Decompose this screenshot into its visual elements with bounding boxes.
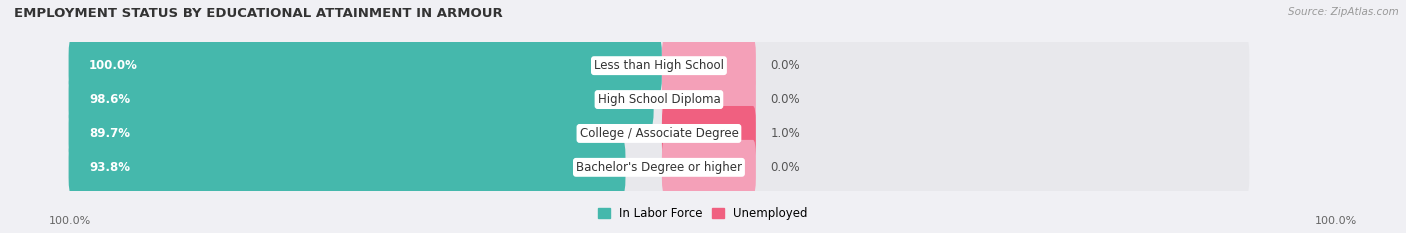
- Text: 100.0%: 100.0%: [49, 216, 91, 226]
- FancyBboxPatch shape: [662, 106, 756, 161]
- Text: Less than High School: Less than High School: [593, 59, 724, 72]
- Text: 93.8%: 93.8%: [89, 161, 131, 174]
- FancyBboxPatch shape: [69, 72, 1250, 127]
- FancyBboxPatch shape: [69, 38, 1250, 93]
- Legend: In Labor Force, Unemployed: In Labor Force, Unemployed: [593, 202, 813, 225]
- Text: High School Diploma: High School Diploma: [598, 93, 720, 106]
- FancyBboxPatch shape: [662, 140, 756, 195]
- Text: 0.0%: 0.0%: [770, 93, 800, 106]
- Text: College / Associate Degree: College / Associate Degree: [579, 127, 738, 140]
- Text: 89.7%: 89.7%: [89, 127, 131, 140]
- Text: 98.6%: 98.6%: [89, 93, 131, 106]
- FancyBboxPatch shape: [69, 140, 626, 195]
- Text: 100.0%: 100.0%: [1315, 216, 1357, 226]
- FancyBboxPatch shape: [69, 38, 662, 93]
- FancyBboxPatch shape: [662, 38, 756, 93]
- Text: 100.0%: 100.0%: [89, 59, 138, 72]
- FancyBboxPatch shape: [69, 106, 602, 161]
- Text: Bachelor's Degree or higher: Bachelor's Degree or higher: [576, 161, 742, 174]
- Text: 0.0%: 0.0%: [770, 161, 800, 174]
- Text: 0.0%: 0.0%: [770, 59, 800, 72]
- FancyBboxPatch shape: [69, 106, 1250, 161]
- FancyBboxPatch shape: [662, 72, 756, 127]
- Text: Source: ZipAtlas.com: Source: ZipAtlas.com: [1288, 7, 1399, 17]
- FancyBboxPatch shape: [69, 140, 1250, 195]
- Text: 1.0%: 1.0%: [770, 127, 800, 140]
- FancyBboxPatch shape: [69, 72, 654, 127]
- Text: EMPLOYMENT STATUS BY EDUCATIONAL ATTAINMENT IN ARMOUR: EMPLOYMENT STATUS BY EDUCATIONAL ATTAINM…: [14, 7, 503, 20]
